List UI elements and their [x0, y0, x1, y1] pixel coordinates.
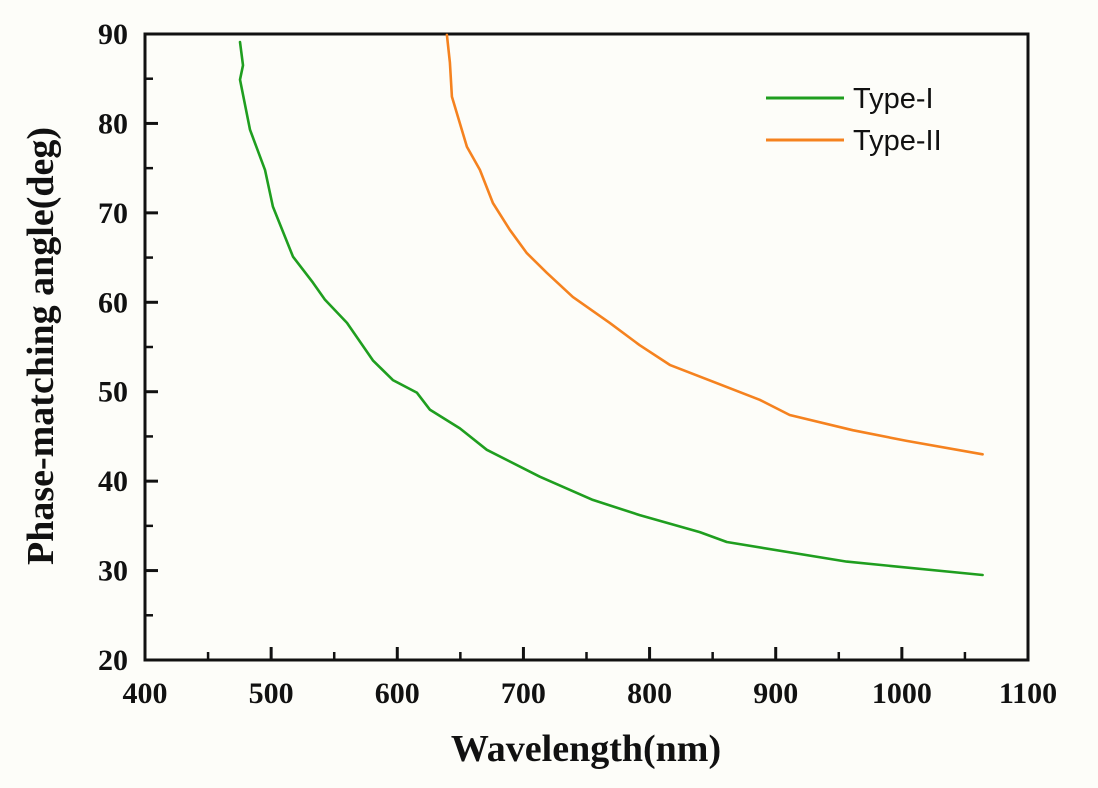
x-tick-label: 600	[375, 677, 420, 710]
series-line-type-ii	[445, 33, 984, 456]
y-tick-label: 60	[98, 286, 128, 319]
legend: Type-I Type-II	[766, 83, 942, 157]
y-tick-label: 70	[98, 197, 128, 230]
x-tick-label: 400	[123, 677, 168, 710]
y-tick-label: 40	[98, 465, 128, 498]
y-tick-label: 20	[98, 644, 128, 677]
series-line-type-i	[238, 40, 984, 577]
x-tick-label: 500	[249, 677, 294, 710]
x-tick-label: 900	[753, 677, 798, 710]
x-axis-title: Wavelength(nm)	[451, 728, 721, 770]
y-axis-title: Phase-matching angle(deg)	[20, 127, 62, 565]
x-tick-label: 1000	[872, 677, 932, 710]
x-axis-ticks	[143, 647, 1030, 660]
y-tick-label: 30	[98, 555, 128, 588]
legend-label-type-i: Type-I	[853, 83, 934, 115]
y-axis-tick-labels: 20 30 40 50 60 70 80 90	[98, 18, 128, 677]
x-axis-tick-labels: 400 500 600 700 800 900 1000 1100	[123, 677, 1058, 710]
y-axis-ticks	[145, 32, 158, 662]
y-tick-label: 80	[98, 107, 128, 140]
x-tick-label: 1100	[999, 677, 1057, 710]
x-tick-label: 700	[501, 677, 546, 710]
y-tick-label: 50	[98, 376, 128, 409]
x-tick-label: 800	[627, 677, 672, 710]
series-lines	[238, 33, 984, 577]
y-tick-label: 90	[98, 18, 128, 51]
legend-label-type-ii: Type-II	[853, 125, 942, 157]
